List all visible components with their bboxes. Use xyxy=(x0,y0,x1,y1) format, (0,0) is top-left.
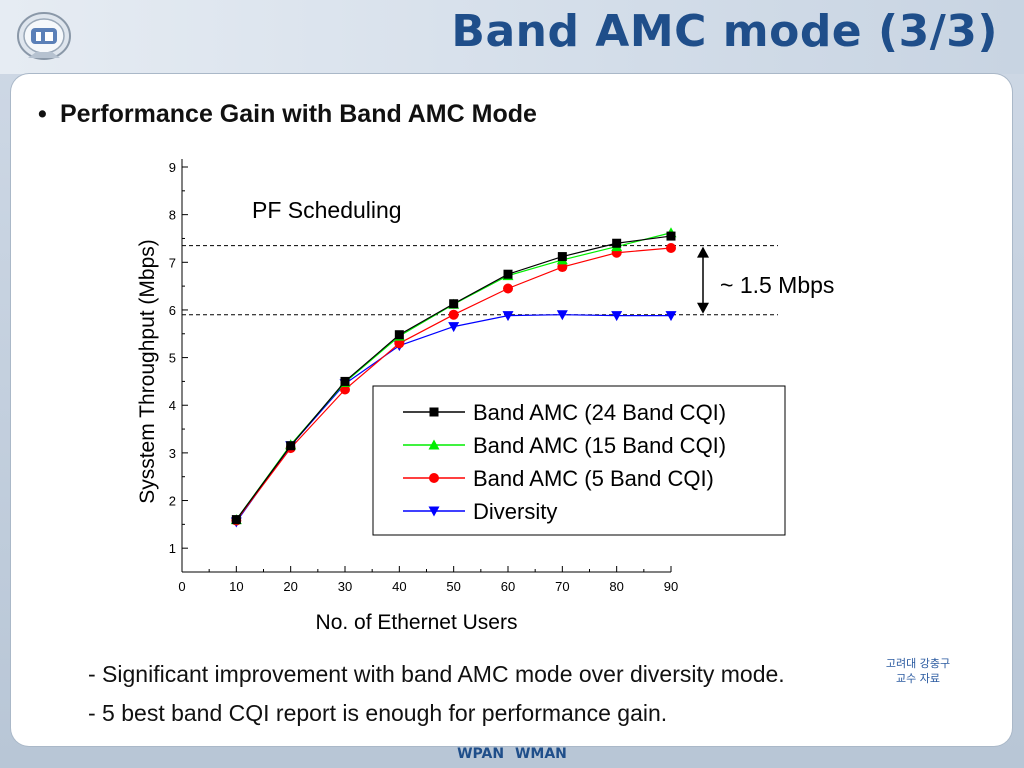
data-point-band-amc-5 xyxy=(340,384,350,395)
data-point-band-amc-5 xyxy=(448,309,459,320)
slide-title: Band AMC mode (3/3) xyxy=(451,6,998,57)
gap-arrow-head-down xyxy=(697,302,709,314)
legend-label-band-amc-5: Band AMC (5 Band CQI) xyxy=(473,466,714,491)
bullet-heading-text: Performance Gain with Band AMC Mode xyxy=(60,100,537,128)
slide-header: Band AMC mode (3/3) xyxy=(0,0,1024,74)
x-tick-label: 50 xyxy=(446,579,460,594)
x-tick-label: 70 xyxy=(555,579,569,594)
source-note-line2: 교수 자료 xyxy=(896,672,940,685)
y-tick-label: 9 xyxy=(169,160,176,175)
source-note-line1: 고려대 강충구 xyxy=(885,657,951,670)
x-tick-label: 40 xyxy=(392,579,406,594)
footer-left: WPAN xyxy=(457,746,505,762)
x-tick-label: 30 xyxy=(338,579,352,594)
data-point-band-amc-24 xyxy=(394,330,404,340)
slide-footer: WPAN WMAN xyxy=(0,746,1024,762)
gap-annotation: ~ 1.5 Mbps xyxy=(720,272,834,298)
chart-legend xyxy=(372,385,786,536)
source-note: 고려대 강충구 교수 자료 xyxy=(872,656,964,686)
data-point-band-amc-5 xyxy=(503,283,513,294)
data-point-band-amc-24 xyxy=(557,252,567,262)
data-point-band-amc-5 xyxy=(394,338,405,349)
legend-marker-band-amc-15 xyxy=(428,439,440,450)
legend-label-diversity: Diversity xyxy=(473,499,557,524)
x-tick-label: 10 xyxy=(229,579,243,594)
data-point-diversity xyxy=(665,311,677,322)
x-tick-label: 80 xyxy=(609,579,623,594)
data-point-band-amc-24 xyxy=(666,231,676,241)
pf-scheduling-annotation: PF Scheduling xyxy=(252,197,402,223)
y-tick-label: 8 xyxy=(169,208,176,223)
x-tick-label: 60 xyxy=(501,579,515,594)
footer-right: WMAN xyxy=(514,746,567,762)
data-point-band-amc-5 xyxy=(557,262,568,273)
gap-arrow-head-up xyxy=(697,246,709,258)
data-point-band-amc-24 xyxy=(231,515,241,525)
legend-marker-band-amc-24 xyxy=(429,407,439,417)
data-point-diversity xyxy=(611,311,623,322)
x-tick-label: 0 xyxy=(178,579,185,594)
legend-marker-diversity xyxy=(428,506,440,517)
data-point-diversity xyxy=(502,311,514,322)
x-tick-label: 90 xyxy=(664,579,678,594)
y-tick-label: 6 xyxy=(169,303,176,318)
comment-2: - 5 best band CQI report is enough for p… xyxy=(88,700,668,726)
lab-logo-icon xyxy=(17,12,71,60)
y-axis-label: Sysstem Throughput (Mbps) xyxy=(136,239,159,504)
y-tick-label: 5 xyxy=(169,351,176,366)
y-tick-label: 3 xyxy=(169,446,176,461)
x-tick-label: 20 xyxy=(283,579,297,594)
legend-label-band-amc-24: Band AMC (24 Band CQI) xyxy=(473,400,726,425)
legend-marker-band-amc-5 xyxy=(429,473,439,483)
y-tick-label: 7 xyxy=(169,255,176,270)
data-point-diversity xyxy=(556,310,568,321)
y-tick-label: 2 xyxy=(169,494,176,509)
data-point-diversity xyxy=(448,322,460,333)
data-point-band-amc-24 xyxy=(286,441,296,451)
data-point-band-amc-24 xyxy=(612,238,622,248)
data-point-band-amc-24 xyxy=(449,299,459,309)
data-point-band-amc-5 xyxy=(666,243,676,253)
data-point-band-amc-24 xyxy=(503,269,513,279)
bullet-marker: • xyxy=(38,100,47,128)
bullet-heading: • Performance Gain with Band AMC Mode xyxy=(38,100,537,129)
y-tick-label: 4 xyxy=(169,398,176,413)
y-tick-label: 1 xyxy=(169,541,176,556)
legend-label-band-amc-15: Band AMC (15 Band CQI) xyxy=(473,433,726,458)
comment-1: - Significant improvement with band AMC … xyxy=(88,661,785,687)
x-axis-label: No. of Ethernet Users xyxy=(316,611,518,634)
data-point-band-amc-24 xyxy=(340,376,350,386)
